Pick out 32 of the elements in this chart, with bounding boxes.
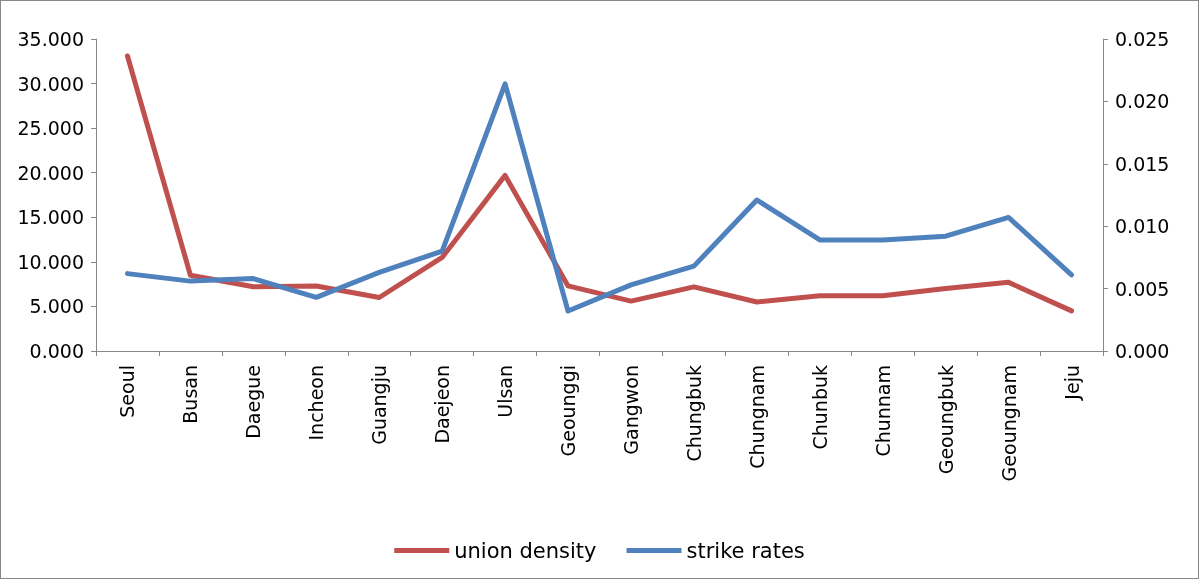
y2-tick-label: 0.000: [1115, 340, 1170, 362]
y2-tick-label: 0.005: [1115, 277, 1170, 300]
y-tick-label: 30.000: [17, 72, 84, 95]
x-tick-label: Gangwon: [619, 365, 642, 455]
y-tick-label: 20.000: [17, 161, 84, 184]
x-tick-label: Chungbuk: [682, 365, 705, 462]
x-tick-label: Guangju: [368, 365, 391, 445]
x-tick-label: Seoul: [116, 365, 139, 418]
x-tick-label: Ulsan: [494, 365, 517, 418]
x-tick-label: Geoungbuk: [934, 365, 957, 475]
y-tick-label: 0.000: [29, 340, 84, 362]
y2-tick-label: 0.015: [1115, 152, 1170, 175]
x-tick-label: Chungnam: [745, 365, 768, 469]
y-tick-label: 10.000: [17, 250, 84, 273]
x-tick-label: Chunnam: [871, 365, 894, 457]
x-tick-label: Geounggi: [557, 365, 580, 457]
y-tick-label: 35.000: [17, 28, 84, 50]
y2-tick-label: 0.025: [1115, 28, 1170, 50]
y-tick-label: 25.000: [17, 117, 84, 140]
x-tick-label: Incheon: [305, 365, 328, 441]
x-tick-label: Daegue: [242, 365, 265, 439]
x-tick-label: Jeju: [1060, 365, 1083, 401]
x-tick-label: Geoungnam: [997, 365, 1020, 482]
y2-tick-label: 0.020: [1115, 90, 1170, 113]
x-tick-label: Daejeon: [431, 365, 454, 444]
y-tick-label: 15.000: [17, 206, 84, 229]
x-tick-label: Busan: [179, 365, 202, 424]
legend-label: strike rates: [686, 538, 805, 563]
y2-tick-label: 0.010: [1115, 215, 1170, 238]
x-tick-label: Chunbuk: [808, 365, 831, 450]
y-tick-label: 5.000: [29, 295, 84, 318]
legend-label: union density: [454, 538, 597, 563]
